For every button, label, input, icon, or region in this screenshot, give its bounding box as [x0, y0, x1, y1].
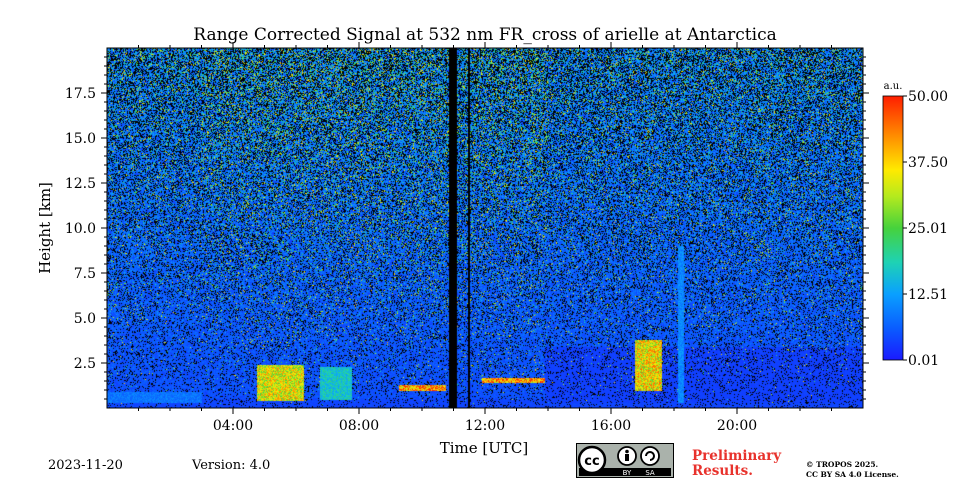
- y-tick-label: 15.0: [65, 131, 96, 147]
- colorbar-tick-label: 50.00: [908, 89, 948, 105]
- y-tick-label: 17.5: [65, 86, 96, 102]
- measurement-date: 2023-11-20: [48, 458, 123, 473]
- y-tick-label: 12.5: [65, 176, 96, 192]
- x-axis-label: Time [UTC]: [440, 439, 529, 457]
- share-alike-icon: [640, 446, 660, 466]
- colorbar-ticks: 0.01 12.51 25.01 37.50 50.00: [903, 89, 948, 369]
- x-tick-label: 12:00: [465, 418, 505, 434]
- svg-text:BY: BY: [623, 469, 632, 477]
- y-tick-label: 5.0: [74, 311, 96, 327]
- colorbar: [882, 95, 904, 361]
- colorbar-tick-label: 12.51: [908, 287, 948, 303]
- y-axis: 2.5 5.0 7.5 10.0 12.5 15.0 17.5: [65, 56, 869, 400]
- signal-heatmap: [107, 48, 863, 408]
- x-tick-label: 20:00: [717, 418, 757, 434]
- cc-icon: [577, 445, 607, 475]
- x-tick-label: 16:00: [591, 418, 631, 434]
- colorbar-unit: a.u.: [884, 81, 903, 92]
- colorbar-tick-label: 25.01: [908, 221, 948, 237]
- x-tick-label: 04:00: [213, 418, 253, 434]
- copyright-notice: © TROPOS 2025. CC BY SA 4.0 License.: [806, 460, 899, 479]
- y-tick-label: 10.0: [65, 221, 96, 237]
- svg-text:SA: SA: [645, 469, 655, 477]
- chart-title: Range Corrected Signal at 532 nm FR_cros…: [193, 25, 777, 45]
- svg-text:cc: cc: [584, 454, 599, 469]
- colorbar-tick-label: 37.50: [908, 155, 948, 171]
- y-tick-label: 7.5: [74, 266, 96, 282]
- colorbar-tick-label: 0.01: [908, 353, 939, 369]
- version-label: Version: 4.0: [192, 458, 271, 473]
- y-tick-label: 2.5: [74, 356, 96, 372]
- x-axis: 04:00 08:00 12:00 16:00 20:00: [138, 42, 832, 434]
- y-axis-label: Height [km]: [36, 182, 54, 274]
- preliminary-notice: Preliminary Results.: [692, 448, 782, 479]
- x-tick-label: 08:00: [339, 418, 379, 434]
- cc-by-sa-license-badge: cc BY SA: [576, 443, 674, 478]
